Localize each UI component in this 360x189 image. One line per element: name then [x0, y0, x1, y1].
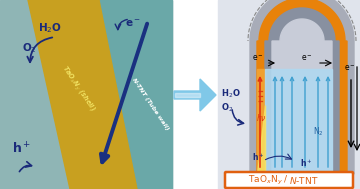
Text: e$^-$: e$^-$	[301, 53, 313, 63]
Text: H$_2$O: H$_2$O	[38, 21, 62, 35]
Polygon shape	[250, 0, 354, 174]
Polygon shape	[174, 79, 216, 111]
Polygon shape	[257, 105, 265, 174]
Polygon shape	[272, 19, 332, 174]
Text: e$^-$: e$^-$	[344, 63, 356, 73]
Polygon shape	[257, 0, 347, 174]
Text: H$_2$O: H$_2$O	[221, 87, 241, 99]
Text: e$^-$: e$^-$	[252, 53, 264, 63]
Polygon shape	[257, 69, 265, 174]
Text: e$^-$: e$^-$	[125, 18, 141, 29]
Bar	[218, 0, 360, 189]
Text: hν: hν	[256, 114, 266, 123]
Text: O$_2$: O$_2$	[221, 102, 233, 115]
Text: h$^+$: h$^+$	[300, 157, 312, 169]
Text: N$_2$: N$_2$	[312, 125, 323, 138]
Text: N-TNT (Tube wall): N-TNT (Tube wall)	[131, 77, 169, 131]
Text: $\it{N}$-TNT: $\it{N}$-TNT	[289, 174, 319, 185]
Bar	[0, 0, 172, 189]
Text: O$_2$: O$_2$	[22, 41, 37, 55]
Polygon shape	[265, 8, 339, 174]
Polygon shape	[265, 69, 332, 174]
Text: h$^+$: h$^+$	[252, 151, 265, 163]
Text: h$^+$: h$^+$	[12, 142, 31, 157]
Text: TaO$_x$N$_y$ /: TaO$_x$N$_y$ /	[248, 174, 289, 187]
Polygon shape	[175, 93, 200, 97]
Text: TaO$_x$N$_y$ (shell): TaO$_x$N$_y$ (shell)	[58, 64, 98, 114]
Polygon shape	[100, 0, 172, 189]
FancyBboxPatch shape	[225, 172, 353, 188]
Polygon shape	[28, 0, 148, 189]
